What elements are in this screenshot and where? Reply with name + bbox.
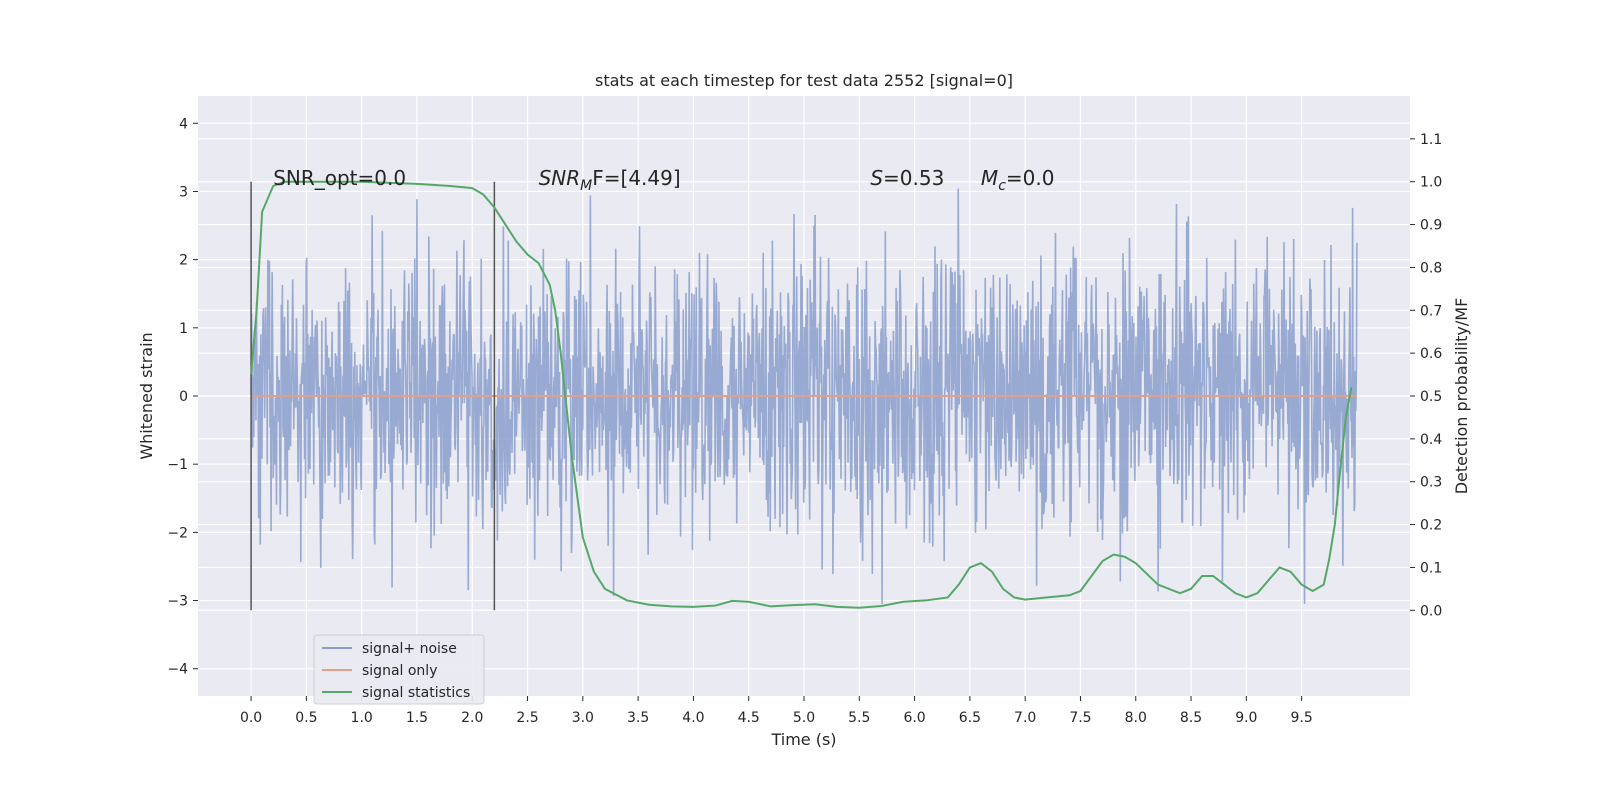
x-tick-label: 1.5 bbox=[406, 710, 428, 726]
y-right-tick-label: 0.5 bbox=[1420, 389, 1442, 405]
legend-label-stats: signal statistics bbox=[362, 685, 470, 701]
noise-trace bbox=[250, 188, 1358, 604]
x-tick-label: 9.0 bbox=[1235, 710, 1257, 726]
annotation-snr-mf: SNRMF=[4.49] bbox=[539, 166, 681, 194]
x-tick-label: 5.0 bbox=[793, 710, 815, 726]
x-tick-label: 1.0 bbox=[351, 710, 373, 726]
y-axis-label: Whitened strain bbox=[137, 332, 156, 459]
y-tick-label: 0 bbox=[179, 389, 188, 405]
y-tick-label: 4 bbox=[179, 116, 188, 132]
y-right-tick-label: 0.2 bbox=[1420, 518, 1442, 534]
x-tick-label: 0.5 bbox=[295, 710, 317, 726]
y-right-tick-label: 0.8 bbox=[1420, 260, 1442, 276]
signal-statistics-line bbox=[250, 180, 1353, 609]
series-signal-statistics bbox=[250, 180, 1353, 609]
chart-title: stats at each timestep for test data 255… bbox=[595, 71, 1013, 90]
y-right-tick-label: 0.7 bbox=[1420, 303, 1442, 319]
y-right-tick-label: 0.6 bbox=[1420, 346, 1442, 362]
x-tick-label: 6.5 bbox=[959, 710, 981, 726]
x-tick-label: 2.0 bbox=[461, 710, 483, 726]
x-tick-label: 6.0 bbox=[903, 710, 925, 726]
vertical-markers bbox=[250, 181, 496, 611]
x-tick-label: 3.5 bbox=[627, 710, 649, 726]
x-tick-label: 5.5 bbox=[848, 710, 870, 726]
y-tick-label: 3 bbox=[179, 184, 188, 200]
legend-box bbox=[313, 634, 485, 705]
y-tick-label: −3 bbox=[167, 594, 188, 610]
x-tick-label: 8.5 bbox=[1180, 710, 1202, 726]
x-tick-label: 7.0 bbox=[1014, 710, 1036, 726]
annotation-snr-opt: SNR_opt=0.0 bbox=[273, 166, 406, 190]
x-tick-label: 0.0 bbox=[240, 710, 262, 726]
y-tick-label: −2 bbox=[167, 525, 188, 541]
x-axis-label: Time (s) bbox=[770, 730, 836, 749]
y-tick-label: −1 bbox=[167, 457, 188, 473]
legend-label-noise: signal+ noise bbox=[362, 641, 457, 657]
axis-ticks: 0.0 0.5 1.0 1.5 2.0 2.5 3.0 3.5 4.0 4.5 5.0 5.5 6.0 6… bbox=[167, 116, 1442, 726]
series-signal-noise bbox=[250, 188, 1358, 604]
x-tick-label: 7.5 bbox=[1069, 710, 1091, 726]
y-axis-right-label: Detection probability/MF bbox=[1452, 298, 1471, 495]
annotation-s-value: S=0.53 bbox=[870, 166, 944, 190]
y-right-tick-label: 0.0 bbox=[1420, 603, 1442, 619]
annotation-mc-value: Mc=0.0 bbox=[981, 166, 1055, 194]
y-tick-label: −4 bbox=[167, 662, 188, 678]
x-tick-label: 3.0 bbox=[572, 710, 594, 726]
x-tick-label: 2.5 bbox=[516, 710, 538, 726]
y-right-tick-label: 0.3 bbox=[1420, 475, 1442, 491]
annotations: SNR_opt=0.0 SNRMF=[4.49] S=0.53 Mc=0.0 bbox=[273, 166, 1054, 194]
y-tick-label: 2 bbox=[179, 253, 188, 269]
y-right-tick-label: 1.0 bbox=[1420, 175, 1442, 191]
x-tick-label: 4.0 bbox=[682, 710, 704, 726]
x-tick-label: 8.0 bbox=[1125, 710, 1147, 726]
y-right-tick-label: 0.1 bbox=[1420, 560, 1442, 576]
x-tick-label: 4.5 bbox=[738, 710, 760, 726]
x-tick-label: 9.5 bbox=[1290, 710, 1312, 726]
y-tick-label: 1 bbox=[179, 321, 188, 337]
y-right-tick-label: 1.1 bbox=[1420, 132, 1442, 148]
legend-label-signal: signal only bbox=[362, 663, 437, 679]
legend: signal+ noise signal only signal statist… bbox=[313, 634, 485, 705]
y-right-tick-label: 0.4 bbox=[1420, 432, 1442, 448]
y-right-tick-label: 0.9 bbox=[1420, 218, 1442, 234]
